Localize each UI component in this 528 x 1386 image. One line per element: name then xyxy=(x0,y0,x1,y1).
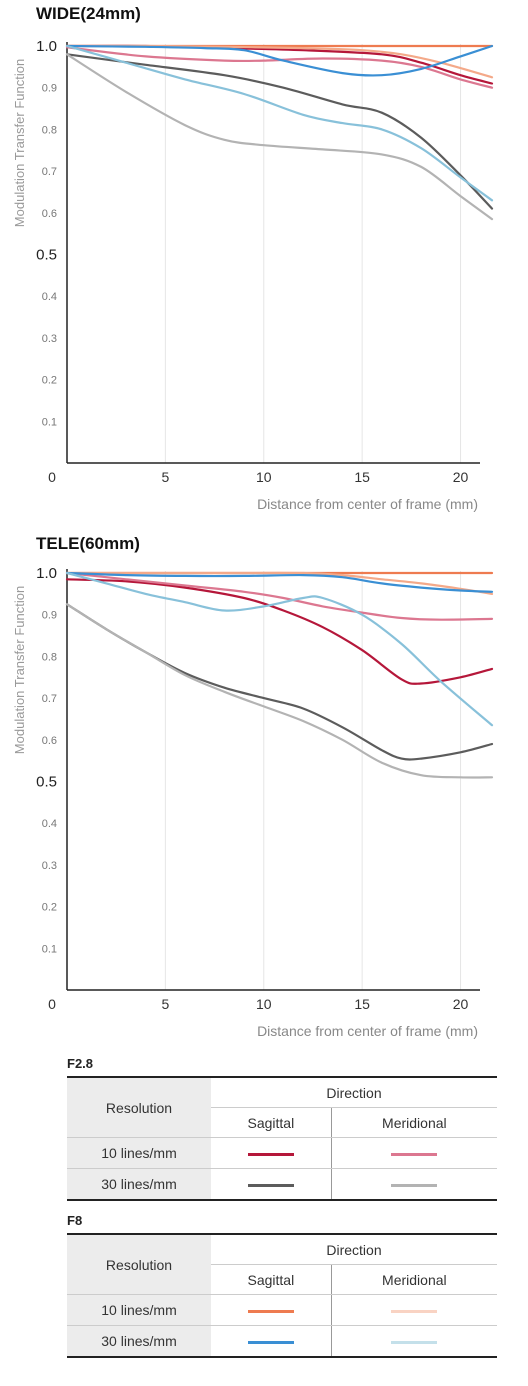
y-axis-label: Modulation Transfer Function xyxy=(12,59,27,227)
y-tick-label: 0.4 xyxy=(42,818,57,830)
series-line-5 xyxy=(65,571,494,595)
resolution-header: Resolution xyxy=(67,1233,211,1295)
series-line-0 xyxy=(65,578,494,685)
y-tick-label: 1.0 xyxy=(36,565,57,582)
y-tick-label: 0.3 xyxy=(42,333,57,345)
y-tick-label: 0.9 xyxy=(42,610,57,622)
row-label-30lines: 30 lines/mm xyxy=(67,1168,211,1201)
x-axis-label: Distance from center of frame (mm) xyxy=(257,496,478,512)
y-tick-label: 0.8 xyxy=(42,124,57,136)
series-line-7 xyxy=(65,571,494,727)
swatch-30-sagittal-f8 xyxy=(247,1340,294,1344)
series-line-6 xyxy=(65,44,494,77)
series-line-5 xyxy=(65,44,494,79)
y-tick-label: 0.6 xyxy=(42,208,57,220)
series-line-3 xyxy=(65,603,494,779)
y-tick-label: 0.7 xyxy=(42,166,57,178)
resolution-header: Resolution xyxy=(67,1076,211,1138)
swatch-30-meridional-f8 xyxy=(391,1340,438,1344)
row-label-10lines: 10 lines/mm xyxy=(67,1294,211,1326)
y-tick-label: 0.1 xyxy=(42,416,57,428)
y-tick-label: 0.4 xyxy=(42,291,57,303)
series-line-7 xyxy=(65,44,494,202)
y-tick-label: 0.3 xyxy=(42,860,57,872)
direction-header: Direction xyxy=(211,1233,497,1265)
swatch-cell xyxy=(211,1168,332,1201)
row-label-10lines: 10 lines/mm xyxy=(67,1137,211,1169)
y-tick-label: 0.5 xyxy=(36,247,57,264)
meridional-header: Meridional xyxy=(330,1264,497,1295)
mtf-chart-wide: 0.1 0.2 0.3 0.4 0.5 0.6 0.7 0.8 0.9 1.0 0 5 10 15 20 Di… xyxy=(12,38,494,512)
mtf-chart-tele: 0.1 0.2 0.3 0.4 0.5 0.6 0.7 0.8 0.9 1.0 0 5 10 15 20 Di… xyxy=(12,565,494,1039)
swatch-cell xyxy=(211,1294,332,1326)
legend-table-f8: Resolution Direction Sagittal Meridional… xyxy=(67,1233,497,1358)
x-tick-label: 10 xyxy=(256,996,272,1012)
swatch-cell xyxy=(330,1168,497,1201)
series-line-1 xyxy=(65,571,494,621)
swatch-10-meridional-f8 xyxy=(391,1309,438,1313)
row-label-30lines: 30 lines/mm xyxy=(67,1325,211,1358)
swatch-cell xyxy=(330,1137,497,1169)
sagittal-header: Sagittal xyxy=(211,1264,332,1295)
x-tick-label: 20 xyxy=(453,996,469,1012)
x-tick-label: 20 xyxy=(453,469,469,485)
y-tick-label: 1.0 xyxy=(36,38,57,55)
y-tick-label: 0.1 xyxy=(42,943,57,955)
swatch-cell xyxy=(211,1325,332,1358)
swatch-cell xyxy=(211,1137,332,1169)
chart-title-tele: TELE(60mm) xyxy=(36,534,140,553)
x-tick-label: 10 xyxy=(256,469,272,485)
swatch-cell xyxy=(330,1325,497,1358)
meridional-header: Meridional xyxy=(330,1107,497,1138)
y-tick-label: 0.6 xyxy=(42,735,57,747)
swatch-10-sagittal-f28 xyxy=(247,1152,294,1156)
series-line-1 xyxy=(65,46,494,89)
swatch-10-meridional-f28 xyxy=(391,1152,438,1156)
x-tick-label: 15 xyxy=(354,996,370,1012)
y-axis-label: Modulation Transfer Function xyxy=(12,586,27,754)
x-axis-label: Distance from center of frame (mm) xyxy=(257,1023,478,1039)
direction-header: Direction xyxy=(211,1076,497,1108)
y-tick-label: 0.2 xyxy=(42,375,57,387)
legend-table-f28: Resolution Direction Sagittal Meridional… xyxy=(67,1076,497,1201)
y-tick-label: 0.8 xyxy=(42,651,57,663)
x-tick-label: 5 xyxy=(161,469,169,485)
y-tick-label: 0.7 xyxy=(42,693,57,705)
series-line-2 xyxy=(65,53,494,210)
legend-f8-label: F8 xyxy=(67,1213,83,1228)
legend-f28-label: F2.8 xyxy=(67,1056,94,1071)
swatch-10-sagittal-f8 xyxy=(247,1309,294,1313)
series-line-3 xyxy=(65,53,494,221)
x-tick-label: 5 xyxy=(161,996,169,1012)
swatch-cell xyxy=(330,1294,497,1326)
x-tick-label: 0 xyxy=(48,469,56,485)
x-tick-label: 0 xyxy=(48,996,56,1012)
y-tick-label: 0.9 xyxy=(42,83,57,95)
y-tick-label: 0.5 xyxy=(36,774,57,791)
chart-title-wide: WIDE(24mm) xyxy=(36,4,141,23)
swatch-30-sagittal-f28 xyxy=(247,1183,294,1187)
sagittal-header: Sagittal xyxy=(211,1107,332,1138)
series-line-6 xyxy=(65,571,494,593)
y-tick-label: 0.2 xyxy=(42,902,57,914)
swatch-30-meridional-f28 xyxy=(391,1183,438,1187)
x-tick-label: 15 xyxy=(354,469,370,485)
